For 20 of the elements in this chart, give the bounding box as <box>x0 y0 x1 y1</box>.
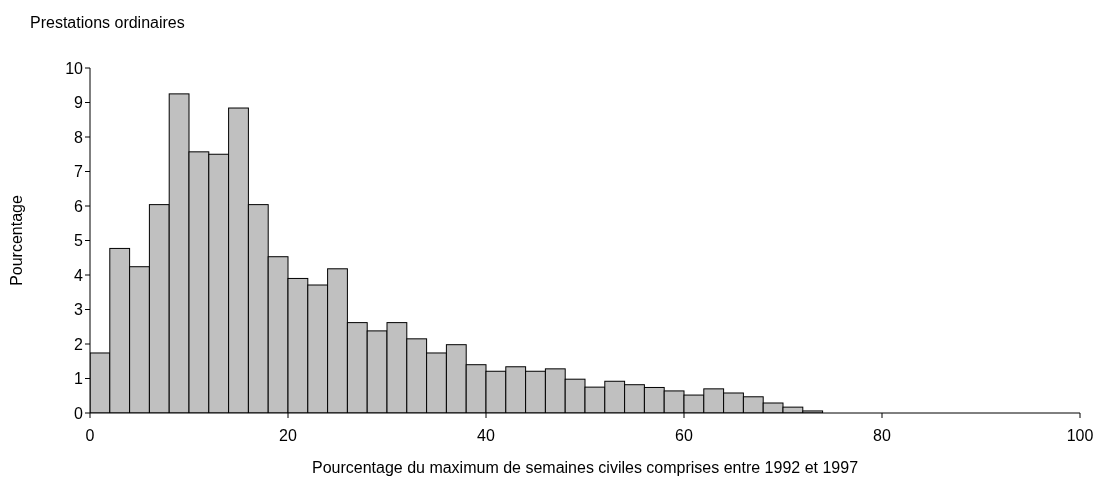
y-tick-label: 4 <box>74 266 84 284</box>
x-tick-label: 0 <box>85 427 95 445</box>
x-tick-label: 100 <box>1066 427 1094 445</box>
y-tick-label: 0 <box>74 404 84 422</box>
x-tick-label: 40 <box>477 427 495 445</box>
y-tick-label: 9 <box>74 94 84 112</box>
y-tick-label: 3 <box>74 301 84 319</box>
x-tick-label: 20 <box>279 427 297 445</box>
y-tick-label: 5 <box>74 232 84 250</box>
y-axis-title: Pourcentage <box>7 195 25 286</box>
x-axis-title: Pourcentage du maximum de semaines civiles comprises entre 1992 et 1997 <box>311 459 859 476</box>
y-tick-label: 8 <box>74 128 84 146</box>
y-tick-label: 7 <box>74 163 84 181</box>
x-tick-label: 60 <box>675 427 693 445</box>
chart-title: Prestations ordinaires <box>30 14 185 32</box>
y-tick-label: 6 <box>74 197 84 215</box>
x-tick-label: 80 <box>873 427 891 445</box>
y-tick-label: 10 <box>65 59 84 77</box>
y-tick-label: 1 <box>74 370 84 388</box>
y-tick-label: 2 <box>74 335 84 353</box>
